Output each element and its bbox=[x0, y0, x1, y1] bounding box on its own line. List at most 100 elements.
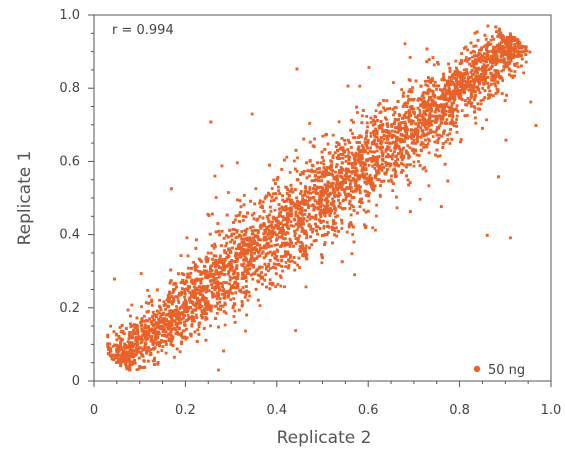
scatter-point bbox=[522, 50, 526, 54]
scatter-point bbox=[186, 273, 190, 277]
scatter-point bbox=[211, 257, 215, 261]
scatter-point bbox=[283, 232, 287, 235]
scatter-point bbox=[325, 193, 329, 197]
scatter-point bbox=[259, 238, 263, 242]
scatter-point bbox=[178, 326, 182, 330]
scatter-point bbox=[355, 173, 359, 177]
scatter-point bbox=[346, 84, 350, 88]
scatter-point bbox=[213, 174, 217, 178]
scatter-point bbox=[348, 162, 352, 165]
scatter-point bbox=[448, 142, 452, 145]
scatter-point bbox=[380, 127, 384, 131]
scatter-point bbox=[132, 329, 136, 333]
scatter-point bbox=[431, 92, 435, 96]
scatter-point bbox=[222, 268, 226, 272]
scatter-point bbox=[455, 130, 459, 134]
scatter-point bbox=[445, 122, 449, 125]
scatter-point bbox=[152, 347, 155, 350]
scatter-point bbox=[471, 55, 474, 59]
scatter-point bbox=[204, 257, 208, 261]
scatter-point bbox=[236, 244, 240, 248]
scatter-point bbox=[221, 258, 224, 262]
scatter-point bbox=[374, 127, 378, 131]
scatter-point bbox=[149, 352, 153, 355]
scatter-point bbox=[295, 203, 299, 207]
scatter-point bbox=[296, 214, 300, 218]
scatter-point bbox=[408, 155, 412, 159]
scatter-point bbox=[141, 348, 144, 352]
scatter-point bbox=[189, 332, 193, 336]
scatter-point bbox=[511, 54, 515, 58]
scatter-point bbox=[251, 277, 255, 281]
scatter-point bbox=[394, 139, 398, 143]
scatter-point bbox=[506, 46, 509, 50]
scatter-point bbox=[183, 295, 187, 299]
scatter-point bbox=[343, 138, 347, 142]
scatter-point bbox=[232, 315, 236, 318]
scatter-point bbox=[213, 304, 217, 308]
scatter-point bbox=[309, 191, 313, 195]
scatter-point bbox=[198, 306, 202, 310]
scatter-point bbox=[454, 121, 457, 124]
scatter-point bbox=[305, 253, 309, 257]
scatter-point bbox=[357, 160, 361, 164]
scatter-point bbox=[200, 286, 204, 290]
scatter-point bbox=[117, 336, 121, 340]
scatter-point bbox=[287, 264, 291, 268]
scatter-point bbox=[137, 350, 140, 354]
scatter-point bbox=[407, 98, 411, 101]
scatter-point bbox=[489, 82, 493, 86]
scatter-point bbox=[157, 317, 161, 321]
scatter-point bbox=[187, 266, 190, 270]
scatter-point bbox=[221, 289, 225, 293]
scatter-point bbox=[304, 285, 308, 289]
scatter-point bbox=[252, 229, 256, 233]
scatter-point bbox=[435, 104, 439, 107]
scatter-point bbox=[293, 234, 297, 237]
scatter-point bbox=[299, 250, 302, 254]
scatter-point bbox=[333, 205, 337, 209]
scatter-point bbox=[162, 322, 166, 326]
scatter-point bbox=[412, 164, 416, 168]
scatter-point bbox=[217, 288, 221, 291]
scatter-point bbox=[448, 75, 451, 79]
scatter-point bbox=[223, 259, 227, 262]
scatter-point bbox=[251, 272, 255, 276]
scatter-point bbox=[213, 265, 217, 269]
scatter-point bbox=[534, 124, 538, 127]
scatter-point bbox=[307, 169, 311, 173]
scatter-point bbox=[423, 166, 427, 169]
scatter-point bbox=[298, 240, 302, 244]
scatter-point bbox=[185, 300, 188, 304]
scatter-point bbox=[380, 157, 384, 161]
scatter-point bbox=[173, 287, 177, 291]
scatter-point bbox=[386, 153, 390, 157]
scatter-point bbox=[305, 233, 309, 236]
scatter-point bbox=[489, 67, 492, 71]
scatter-point bbox=[510, 48, 514, 52]
scatter-point bbox=[393, 150, 396, 153]
scatter-point bbox=[226, 253, 230, 257]
scatter-point bbox=[212, 281, 216, 284]
scatter-point bbox=[452, 124, 456, 128]
scatter-point bbox=[370, 150, 374, 154]
scatter-point bbox=[303, 229, 307, 233]
scatter-point bbox=[186, 313, 190, 317]
scatter-point bbox=[384, 155, 388, 159]
scatter-point bbox=[312, 208, 316, 212]
scatter-point bbox=[401, 127, 405, 130]
scatter-point bbox=[497, 175, 500, 179]
scatter-point bbox=[274, 223, 278, 227]
scatter-point bbox=[308, 140, 312, 144]
scatter-point bbox=[335, 194, 339, 198]
scatter-point bbox=[128, 330, 131, 334]
scatter-point bbox=[261, 246, 265, 250]
scatter-point bbox=[120, 352, 124, 356]
scatter-point bbox=[375, 172, 379, 176]
scatter-point bbox=[311, 190, 315, 194]
scatter-point bbox=[251, 236, 255, 240]
scatter-point bbox=[167, 332, 170, 336]
scatter-point bbox=[240, 230, 244, 233]
scatter-point bbox=[267, 265, 270, 268]
scatter-point bbox=[430, 109, 433, 113]
